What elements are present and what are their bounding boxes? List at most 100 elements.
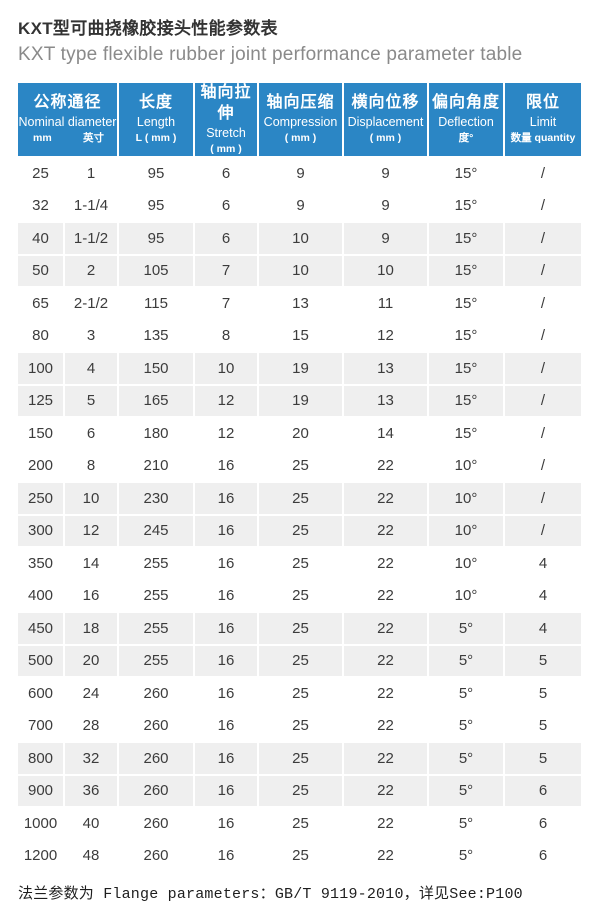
page-title-en: KXT type flexible rubber joint performan… <box>18 44 523 66</box>
table-row: 1200 48 260 16 25 22 5° 6 <box>18 840 581 872</box>
table-cell: 4 <box>505 580 581 612</box>
table-cell: 28 <box>65 710 117 742</box>
table-cell: 600 <box>18 678 63 709</box>
table-cell: 800 <box>18 743 63 774</box>
table-cell: 700 <box>18 710 63 742</box>
table-cell: 50 <box>18 255 63 287</box>
table-cell: 95 <box>119 223 193 254</box>
table-cell: 16 <box>195 678 257 709</box>
table-cell: 105 <box>119 255 193 287</box>
table-cell: 22 <box>344 840 427 872</box>
header-en-label: Nominal diameter <box>18 115 117 130</box>
table-cell: 260 <box>119 710 193 742</box>
table-cell: 20 <box>65 645 117 677</box>
table-cell: 22 <box>344 743 427 774</box>
table-row: 500 20 255 16 25 22 5° 5 <box>18 645 581 677</box>
table-cell: 18 <box>65 613 117 644</box>
table-cell: 10 <box>195 353 257 384</box>
header-zh-label: 轴向拉伸 <box>200 84 252 122</box>
header-sub-label: ( mm ) <box>210 142 242 155</box>
table-cell: 900 <box>18 775 63 807</box>
table-cell: 10° <box>429 548 503 579</box>
table-cell: 15° <box>429 190 503 222</box>
table-cell: 65 <box>18 288 63 319</box>
header-stretch: 轴向拉伸 Stretch ( mm ) <box>195 83 257 157</box>
table-cell: 14 <box>65 548 117 579</box>
table-cell: 1-1/2 <box>65 223 117 254</box>
table-cell: 6 <box>195 223 257 254</box>
table-cell: 25 <box>259 808 342 839</box>
table-row: 40 1-1/2 95 6 10 9 15° / <box>18 223 581 254</box>
table-cell: 12 <box>195 418 257 449</box>
table-cell: 500 <box>18 645 63 677</box>
table-cell: 115 <box>119 288 193 319</box>
table-cell: 10° <box>429 483 503 514</box>
table-cell: 16 <box>195 710 257 742</box>
table-cell: / <box>505 450 581 482</box>
table-cell: 16 <box>65 580 117 612</box>
table-cell: 260 <box>119 808 193 839</box>
table-cell: 16 <box>195 450 257 482</box>
table-cell: 48 <box>65 840 117 872</box>
table-cell: 6 <box>65 418 117 449</box>
table-cell: 13 <box>344 353 427 384</box>
table-cell: 95 <box>119 158 193 189</box>
header-zh-label: 横向位移 <box>351 94 420 112</box>
header-zh-label: 限位 <box>525 94 560 112</box>
table-row: 700 28 260 16 25 22 5° 5 <box>18 710 581 742</box>
table-cell: 5 <box>65 385 117 417</box>
table-cell: 5° <box>429 645 503 677</box>
table-row: 600 24 260 16 25 22 5° 5 <box>18 678 581 709</box>
table-cell: 32 <box>18 190 63 222</box>
table-cell: 4 <box>505 613 581 644</box>
table-cell: / <box>505 158 581 189</box>
table-cell: 255 <box>119 548 193 579</box>
table-cell: 255 <box>119 613 193 644</box>
table-cell: 6 <box>505 775 581 807</box>
header-zh-label: 公称通径 <box>33 94 102 112</box>
table-cell: 25 <box>259 840 342 872</box>
table-cell: 8 <box>65 450 117 482</box>
table-cell: 125 <box>18 385 63 417</box>
table-cell: / <box>505 223 581 254</box>
parameter-table: 公称通径 Nominal diameter mm 英寸 长度 Length L … <box>16 81 583 873</box>
table-cell: 5° <box>429 840 503 872</box>
table-body: 25 1 95 6 9 9 15°/32 1-1/4 95 6 9 9 15°/40 1-1/2 95 6 10… <box>18 158 581 872</box>
table-cell: 6 <box>195 158 257 189</box>
table-cell: 22 <box>344 580 427 612</box>
table-cell: 12 <box>344 320 427 352</box>
table-cell: 255 <box>119 580 193 612</box>
table-cell: 9 <box>344 158 427 189</box>
table-cell: 25 <box>259 548 342 579</box>
table-header: 公称通径 Nominal diameter mm 英寸 长度 Length L … <box>18 83 581 157</box>
table-row: 400 16 255 16 25 22 10° 4 <box>18 580 581 612</box>
table-cell: / <box>505 418 581 449</box>
table-cell: 5 <box>505 645 581 677</box>
header-sub-units: mm 英寸 <box>18 131 117 146</box>
table-cell: 8 <box>195 320 257 352</box>
table-cell: 15° <box>429 255 503 287</box>
table-row: 1000 40 260 16 25 22 5° 6 <box>18 808 581 839</box>
table-cell: 15° <box>429 385 503 417</box>
table-cell: 22 <box>344 645 427 677</box>
table-cell: 10 <box>65 483 117 514</box>
table-cell: 5° <box>429 678 503 709</box>
header-sub-label: L ( mm ) <box>135 132 177 145</box>
table-cell: 95 <box>119 190 193 222</box>
table-cell: 25 <box>18 158 63 189</box>
table-cell: 13 <box>344 385 427 417</box>
header-en-label: Deflection <box>438 115 494 130</box>
table-cell: 450 <box>18 613 63 644</box>
table-cell: 16 <box>195 515 257 547</box>
table-cell: 10° <box>429 580 503 612</box>
table-row: 200 8 210 16 25 22 10° / <box>18 450 581 482</box>
table-cell: / <box>505 483 581 514</box>
table-cell: 25 <box>259 483 342 514</box>
table-row: 125 5 165 12 19 13 15° / <box>18 385 581 417</box>
table-cell: 230 <box>119 483 193 514</box>
table-cell: 100 <box>18 353 63 384</box>
table-cell: 7 <box>195 255 257 287</box>
table-cell: 25 <box>259 678 342 709</box>
header-en-label: Limit <box>529 115 557 130</box>
